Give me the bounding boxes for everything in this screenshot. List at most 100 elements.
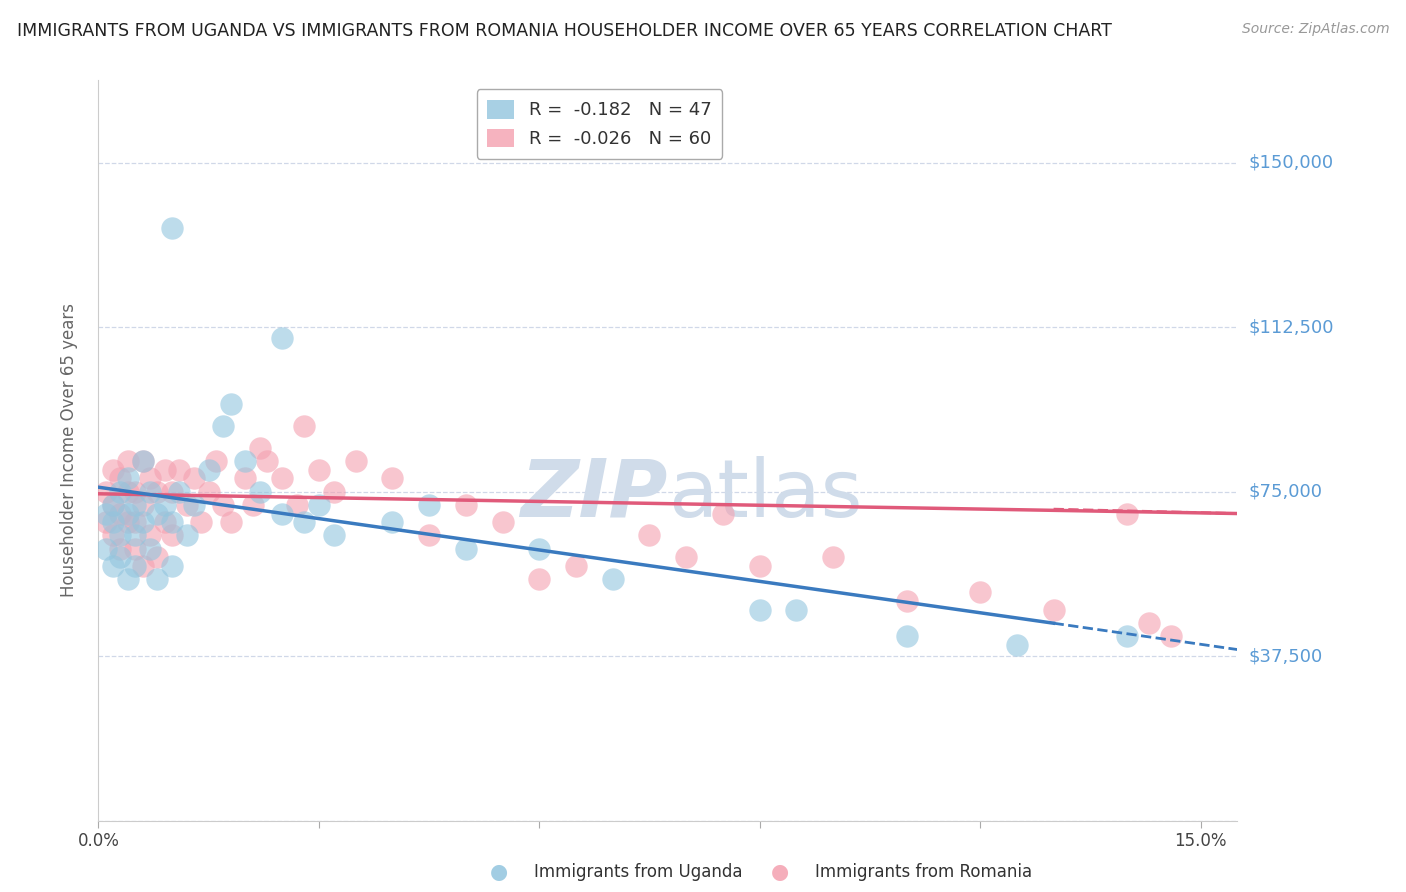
Point: [896, 629, 918, 643]
Point: [308, 498, 330, 512]
Legend: R =  -0.182   N = 47, R =  -0.026   N = 60: R = -0.182 N = 47, R = -0.026 N = 60: [477, 89, 723, 159]
Point: [292, 418, 315, 433]
Point: [197, 463, 219, 477]
Point: [491, 516, 513, 530]
Point: [139, 528, 162, 542]
Point: [124, 484, 146, 499]
Point: [146, 484, 169, 499]
Point: [381, 516, 404, 530]
Point: [823, 550, 845, 565]
Point: [418, 528, 440, 542]
Point: [896, 594, 918, 608]
Point: [176, 498, 198, 512]
Point: [785, 603, 807, 617]
Point: [235, 471, 257, 485]
Point: [139, 471, 162, 485]
Point: [101, 498, 124, 512]
Point: [110, 507, 132, 521]
Point: [1116, 507, 1139, 521]
Point: [1137, 616, 1160, 631]
Point: [183, 498, 205, 512]
Point: [711, 507, 734, 521]
Text: ●: ●: [772, 863, 789, 882]
Point: [167, 463, 190, 477]
Point: [160, 528, 183, 542]
Point: [292, 516, 315, 530]
Point: [101, 528, 124, 542]
Point: [131, 516, 153, 530]
Point: [454, 498, 477, 512]
Point: [94, 484, 117, 499]
Point: [101, 463, 124, 477]
Point: [124, 528, 146, 542]
Point: [190, 516, 212, 530]
Point: [271, 507, 294, 521]
Point: [153, 498, 176, 512]
Point: [235, 454, 257, 468]
Point: [183, 471, 205, 485]
Point: [110, 484, 132, 499]
Point: [146, 507, 169, 521]
Point: [205, 454, 228, 468]
Point: [418, 498, 440, 512]
Point: [160, 221, 183, 235]
Point: [117, 484, 139, 499]
Point: [271, 471, 294, 485]
Point: [153, 463, 176, 477]
Text: $37,500: $37,500: [1249, 647, 1323, 665]
Point: [256, 454, 278, 468]
Point: [101, 498, 124, 512]
Point: [131, 559, 153, 574]
Point: [94, 516, 117, 530]
Point: [110, 471, 132, 485]
Point: [160, 516, 183, 530]
Point: [160, 559, 183, 574]
Point: [117, 572, 139, 586]
Point: [602, 572, 624, 586]
Point: [285, 498, 308, 512]
Point: [249, 484, 271, 499]
Point: [1116, 629, 1139, 643]
Point: [131, 498, 153, 512]
Point: [124, 516, 146, 530]
Point: [167, 484, 190, 499]
Point: [146, 572, 169, 586]
Y-axis label: Householder Income Over 65 years: Householder Income Over 65 years: [59, 303, 77, 598]
Point: [212, 498, 235, 512]
Point: [146, 550, 169, 565]
Point: [219, 397, 242, 411]
Point: [1005, 638, 1028, 652]
Point: [94, 541, 117, 556]
Point: [219, 516, 242, 530]
Point: [110, 528, 132, 542]
Point: [139, 484, 162, 499]
Point: [308, 463, 330, 477]
Point: [124, 559, 146, 574]
Point: [110, 541, 132, 556]
Point: [748, 603, 770, 617]
Point: [110, 550, 132, 565]
Point: [131, 454, 153, 468]
Point: [117, 507, 139, 521]
Point: [1160, 629, 1182, 643]
Text: IMMIGRANTS FROM UGANDA VS IMMIGRANTS FROM ROMANIA HOUSEHOLDER INCOME OVER 65 YEA: IMMIGRANTS FROM UGANDA VS IMMIGRANTS FRO…: [17, 22, 1112, 40]
Point: [249, 441, 271, 455]
Point: [197, 484, 219, 499]
Text: ●: ●: [491, 863, 508, 882]
Point: [117, 471, 139, 485]
Text: Immigrants from Uganda: Immigrants from Uganda: [534, 863, 742, 881]
Text: atlas: atlas: [668, 456, 862, 534]
Point: [748, 559, 770, 574]
Point: [529, 541, 551, 556]
Text: Source: ZipAtlas.com: Source: ZipAtlas.com: [1241, 22, 1389, 37]
Point: [94, 507, 117, 521]
Point: [381, 471, 404, 485]
Point: [131, 454, 153, 468]
Text: $75,000: $75,000: [1249, 483, 1323, 500]
Point: [322, 528, 344, 542]
Point: [153, 516, 176, 530]
Text: ZIP: ZIP: [520, 456, 668, 534]
Point: [117, 516, 139, 530]
Point: [1042, 603, 1064, 617]
Point: [101, 559, 124, 574]
